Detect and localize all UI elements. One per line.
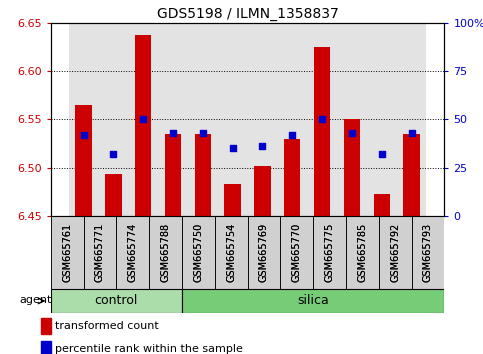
Text: GSM665788: GSM665788 (160, 223, 170, 282)
Bar (314, 47, 330, 216)
Text: control: control (95, 295, 138, 307)
Bar (182, 216, 215, 289)
Point (229, 145, 237, 151)
Bar (158, 23, 188, 216)
Point (378, 152, 385, 157)
Text: GSM665769: GSM665769 (259, 223, 269, 282)
Text: GSM665761: GSM665761 (62, 223, 72, 282)
Bar (75, 105, 92, 216)
Bar (344, 120, 360, 216)
Text: percentile rank within the sample: percentile rank within the sample (55, 344, 243, 354)
Point (169, 130, 177, 136)
Bar (128, 23, 158, 216)
Bar (195, 134, 211, 216)
Bar (99, 23, 128, 216)
Point (139, 116, 147, 122)
Bar (346, 216, 379, 289)
Point (288, 132, 296, 138)
Point (80, 132, 87, 138)
Bar (284, 139, 300, 216)
Text: GSM665775: GSM665775 (325, 223, 335, 282)
Bar (403, 134, 420, 216)
Bar (188, 23, 218, 216)
Bar (149, 216, 182, 289)
Text: GSM665750: GSM665750 (193, 223, 203, 282)
Bar (373, 194, 390, 216)
Point (110, 152, 117, 157)
Point (408, 130, 415, 136)
Bar (367, 23, 397, 216)
Bar (254, 166, 270, 216)
Bar (182, 289, 444, 313)
Text: GSM665775: GSM665775 (325, 223, 335, 282)
Bar (41, 318, 51, 334)
Bar (247, 216, 280, 289)
Text: GSM665793: GSM665793 (423, 223, 433, 282)
Title: GDS5198 / ILMN_1358837: GDS5198 / ILMN_1358837 (156, 7, 339, 21)
Text: GSM665750: GSM665750 (193, 223, 203, 282)
Bar (51, 216, 84, 289)
Text: GSM665792: GSM665792 (390, 223, 400, 282)
Bar (280, 216, 313, 289)
Text: GSM665771: GSM665771 (95, 223, 105, 282)
Point (258, 144, 266, 149)
Bar (248, 23, 277, 216)
Bar (218, 23, 248, 216)
Bar (105, 175, 122, 216)
Text: agent: agent (19, 295, 52, 305)
Bar (84, 216, 116, 289)
Text: transformed count: transformed count (55, 321, 158, 331)
Bar (215, 216, 247, 289)
Bar (135, 35, 151, 216)
Bar (307, 23, 337, 216)
Bar (397, 23, 426, 216)
Text: GSM665788: GSM665788 (160, 223, 170, 282)
Text: GSM665785: GSM665785 (357, 223, 368, 282)
Text: GSM665792: GSM665792 (390, 223, 400, 282)
Text: silica: silica (297, 295, 329, 307)
Text: GSM665754: GSM665754 (226, 223, 236, 282)
Text: GSM665774: GSM665774 (128, 223, 138, 282)
Bar (41, 341, 51, 354)
Bar (379, 216, 412, 289)
Bar (69, 23, 99, 216)
Text: GSM665793: GSM665793 (423, 223, 433, 282)
Point (348, 130, 356, 136)
Text: GSM665774: GSM665774 (128, 223, 138, 282)
Bar (165, 134, 181, 216)
Bar (225, 184, 241, 216)
Text: GSM665771: GSM665771 (95, 223, 105, 282)
Bar (412, 216, 444, 289)
Text: GSM665761: GSM665761 (62, 223, 72, 282)
Text: GSM665770: GSM665770 (292, 223, 302, 282)
Text: GSM665785: GSM665785 (357, 223, 368, 282)
Text: GSM665769: GSM665769 (259, 223, 269, 282)
Bar (313, 216, 346, 289)
Bar (337, 23, 367, 216)
Bar (116, 216, 149, 289)
Point (318, 116, 326, 122)
Point (199, 130, 207, 136)
Text: GSM665770: GSM665770 (292, 223, 302, 282)
Text: GSM665754: GSM665754 (226, 223, 236, 282)
Bar (51, 289, 182, 313)
Bar (277, 23, 307, 216)
